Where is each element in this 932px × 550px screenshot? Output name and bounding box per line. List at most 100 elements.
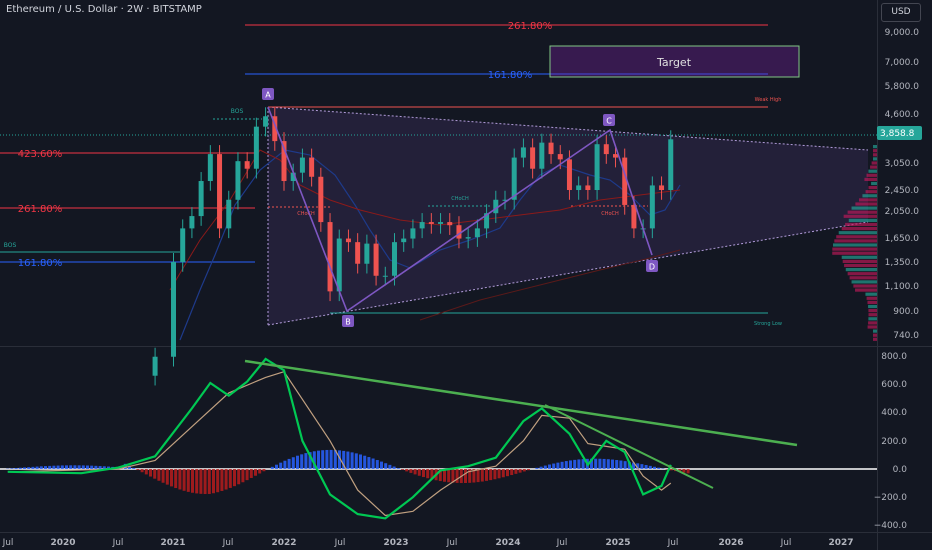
- candle-body: [456, 225, 462, 239]
- histogram-bar: [493, 469, 497, 480]
- time-tick: 2020: [50, 538, 75, 548]
- histogram-bar: [455, 469, 459, 483]
- swing-badge: [603, 114, 615, 126]
- candle-body: [382, 275, 388, 277]
- histogram-bar: [128, 465, 131, 469]
- candle-body: [392, 242, 397, 276]
- histogram-bar: [174, 469, 178, 489]
- currency-button[interactable]: USD: [881, 3, 921, 22]
- histogram-bar: [686, 469, 690, 474]
- histogram-bar: [212, 469, 215, 494]
- moving-average-red: [169, 149, 681, 291]
- candle-body: [622, 157, 628, 205]
- histogram-bar: [669, 469, 673, 471]
- candle-body: [539, 142, 545, 169]
- histogram-bar: [640, 464, 644, 469]
- histogram-bar: [409, 469, 413, 473]
- histogram-bar: [245, 469, 249, 481]
- histogram-bar: [220, 469, 224, 491]
- histogram-bar: [438, 469, 442, 482]
- candle-body: [217, 154, 223, 229]
- candle-body: [631, 204, 637, 229]
- candle-body: [290, 172, 296, 182]
- candle-body: [327, 222, 333, 292]
- histogram-bar: [476, 469, 480, 483]
- swing-label: B: [345, 318, 351, 327]
- histogram-bar: [283, 460, 287, 469]
- histogram-bar: [350, 452, 354, 469]
- candle-body: [474, 228, 480, 238]
- volume-profile-bar: [873, 333, 877, 337]
- histogram-bar: [325, 449, 329, 469]
- histogram-bar: [291, 457, 295, 469]
- histogram-bar: [262, 469, 266, 472]
- swing-badge: [342, 315, 354, 327]
- candle-body: [318, 176, 324, 223]
- candle-body: [659, 185, 665, 191]
- histogram-bar: [81, 465, 85, 469]
- oscillator-tick: −200.0: [874, 493, 908, 503]
- histogram-bar: [157, 469, 161, 481]
- histogram-bar: [619, 460, 623, 469]
- histogram-bar: [39, 466, 43, 469]
- histogram-bar: [77, 465, 81, 469]
- trendline: [544, 404, 714, 489]
- oscillator-tick: 200.0: [881, 437, 907, 447]
- histogram-bar: [94, 465, 98, 469]
- candle-body: [548, 142, 554, 155]
- volume-profile-bar: [832, 251, 877, 255]
- histogram-bar: [464, 469, 467, 484]
- histogram-bar: [489, 469, 493, 481]
- candle-body: [465, 237, 471, 239]
- histogram-bar: [300, 454, 304, 469]
- swing-label: D: [649, 263, 655, 272]
- target-box: [549, 45, 800, 78]
- price-tick: 900.0: [893, 307, 919, 317]
- histogram-bar: [657, 467, 661, 469]
- time-tick: Jul: [667, 538, 679, 548]
- price-tick: 1,100.0: [885, 282, 920, 292]
- histogram-bar: [140, 469, 144, 473]
- price-tick: 5,800.0: [885, 82, 920, 92]
- histogram-bar: [539, 466, 543, 469]
- structure-label: CHoCH: [297, 211, 315, 217]
- histogram-bar: [65, 465, 68, 469]
- candle-body: [345, 238, 351, 243]
- candle-body: [428, 222, 434, 224]
- histogram-bar: [52, 465, 56, 469]
- histogram-bar: [447, 469, 451, 483]
- volume-profile-bar: [838, 231, 877, 235]
- histogram-bar: [304, 453, 308, 469]
- volume-profile-bar: [873, 149, 877, 153]
- volume-profile-bar: [870, 165, 877, 169]
- volume-profile-bar: [871, 181, 877, 186]
- time-tick: Jul: [446, 538, 458, 548]
- volume-profile-bar: [865, 190, 877, 194]
- histogram-bar: [518, 469, 522, 473]
- last-price-label: 3,858.8: [880, 129, 915, 139]
- trendline: [244, 359, 798, 447]
- candle-body: [364, 243, 370, 264]
- histogram-bar: [107, 466, 110, 469]
- volume-profile-bar: [855, 202, 877, 206]
- fib-label: 161.80%: [488, 70, 533, 81]
- histogram-bar: [371, 458, 375, 469]
- histogram-bar: [165, 469, 169, 485]
- time-tick: Jul: [112, 538, 124, 548]
- macd-line: [7, 357, 672, 520]
- histogram-bar: [90, 465, 94, 469]
- histogram-bar: [224, 469, 228, 490]
- histogram-bar: [451, 469, 455, 483]
- candle-body: [484, 213, 490, 229]
- histogram-bar: [510, 469, 514, 476]
- histogram-bar: [472, 469, 476, 483]
- histogram-bar: [48, 465, 52, 469]
- histogram-bar: [199, 469, 203, 494]
- volume-profile-bar: [867, 300, 877, 304]
- signal-line: [7, 370, 672, 517]
- histogram-bar: [426, 469, 430, 479]
- volume-profile-bar: [865, 292, 877, 296]
- histogram-bar: [430, 469, 434, 480]
